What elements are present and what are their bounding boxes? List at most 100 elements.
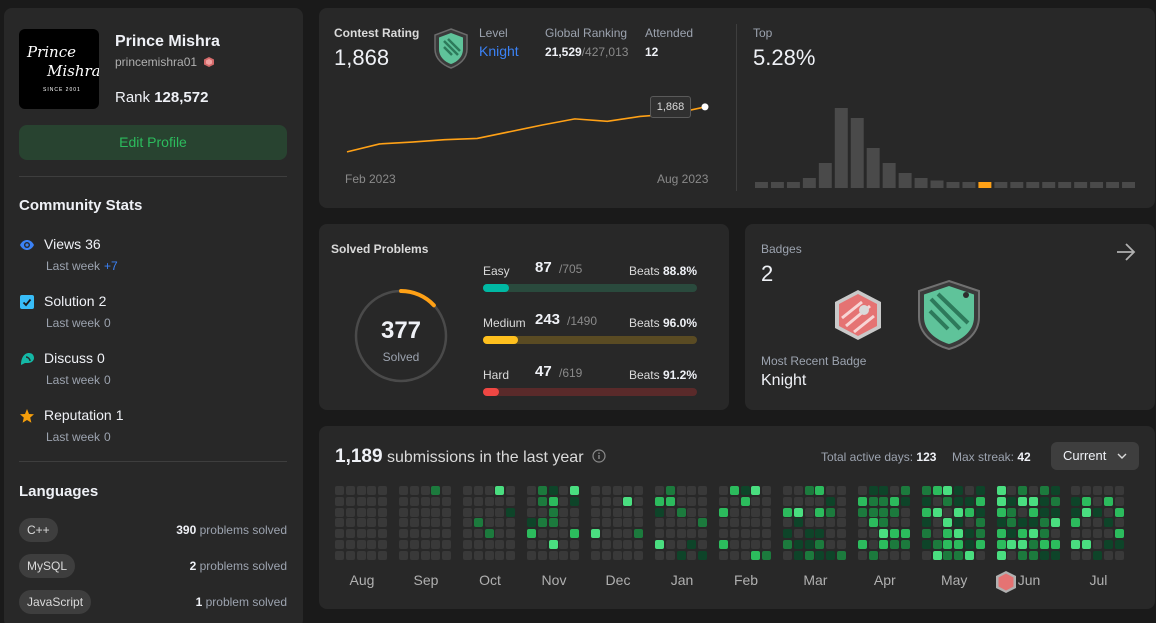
heatmap-cell[interactable] <box>431 540 441 549</box>
heatmap-cell[interactable] <box>804 529 814 539</box>
heatmap-cell[interactable] <box>1103 507 1113 517</box>
heatmap-cell[interactable] <box>665 540 675 549</box>
heatmap-cell[interactable] <box>719 496 728 506</box>
heatmap-cell[interactable] <box>815 529 825 539</box>
heatmap-cell[interactable] <box>921 518 931 528</box>
heatmap-cell[interactable] <box>431 507 441 517</box>
heatmap-cell[interactable] <box>1007 507 1017 517</box>
heatmap-cell[interactable] <box>601 518 611 528</box>
heatmap-cell[interactable] <box>623 507 633 517</box>
heatmap-cell[interactable] <box>356 507 366 517</box>
heatmap-cell[interactable] <box>975 550 985 560</box>
distribution-bar[interactable] <box>962 182 976 188</box>
heatmap-cell[interactable] <box>591 540 600 549</box>
heatmap-cell[interactable] <box>1018 529 1028 539</box>
heatmap-cell[interactable] <box>634 507 644 517</box>
heatmap-cell[interactable] <box>473 507 483 517</box>
heatmap-cell[interactable] <box>570 550 580 560</box>
heatmap-cell[interactable] <box>399 529 408 539</box>
heatmap-cell[interactable] <box>815 540 825 549</box>
heatmap-cell[interactable] <box>431 550 441 560</box>
distribution-bar[interactable] <box>1106 182 1120 188</box>
heatmap-cell[interactable] <box>943 518 953 528</box>
heatmap-cell[interactable] <box>857 496 867 506</box>
heatmap-cell[interactable] <box>1039 529 1049 539</box>
heatmap-cell[interactable] <box>420 540 430 549</box>
heatmap-cell[interactable] <box>1071 496 1081 506</box>
distribution-bar[interactable] <box>1010 182 1024 188</box>
distribution-bar[interactable] <box>802 178 816 188</box>
heatmap-cell[interactable] <box>751 486 761 495</box>
heatmap-cell[interactable] <box>719 518 728 528</box>
heatmap-cell[interactable] <box>868 507 878 517</box>
heatmap-cell[interactable] <box>676 518 686 528</box>
heatmap-cell[interactable] <box>783 486 792 495</box>
heatmap-cell[interactable] <box>783 540 792 549</box>
heatmap-cell[interactable] <box>601 540 611 549</box>
heatmap-cell[interactable] <box>570 529 580 539</box>
heatmap-cell[interactable] <box>537 540 547 549</box>
heatmap-cell[interactable] <box>975 540 985 549</box>
heatmap-cell[interactable] <box>826 496 836 506</box>
heatmap-cell[interactable] <box>751 540 761 549</box>
distribution-bar[interactable] <box>1090 182 1104 188</box>
heatmap-cell[interactable] <box>729 540 739 549</box>
heatmap-cell[interactable] <box>463 550 472 560</box>
heatmap-cell[interactable] <box>484 529 494 539</box>
heatmap-cell[interactable] <box>473 550 483 560</box>
heatmap-cell[interactable] <box>1082 540 1092 549</box>
heatmap-cell[interactable] <box>804 540 814 549</box>
heatmap-cell[interactable] <box>783 507 792 517</box>
heatmap-cell[interactable] <box>345 507 355 517</box>
heatmap-cell[interactable] <box>932 529 942 539</box>
heatmap-cell[interactable] <box>484 496 494 506</box>
heatmap-cell[interactable] <box>335 507 344 517</box>
heatmap-cell[interactable] <box>729 486 739 495</box>
heatmap-cell[interactable] <box>975 507 985 517</box>
heatmap-cell[interactable] <box>1114 496 1124 506</box>
heatmap-cell[interactable] <box>1029 540 1038 549</box>
heatmap-cell[interactable] <box>890 507 900 517</box>
heatmap-cell[interactable] <box>591 550 600 560</box>
heatmap-cell[interactable] <box>901 540 910 549</box>
distribution-bar[interactable] <box>898 173 912 188</box>
heatmap-cell[interactable] <box>655 518 664 528</box>
distribution-bar[interactable] <box>770 182 784 188</box>
heatmap-cell[interactable] <box>1039 540 1049 549</box>
heatmap-cell[interactable] <box>1093 529 1102 539</box>
heatmap-cell[interactable] <box>1050 496 1060 506</box>
heatmap-cell[interactable] <box>1018 518 1028 528</box>
heatmap-cell[interactable] <box>719 550 728 560</box>
heatmap-cell[interactable] <box>751 507 761 517</box>
heatmap-cell[interactable] <box>420 486 430 495</box>
heatmap-cell[interactable] <box>1018 550 1028 560</box>
heatmap-cell[interactable] <box>965 518 974 528</box>
heatmap-cell[interactable] <box>804 550 814 560</box>
heatmap-cell[interactable] <box>890 486 900 495</box>
heatmap-cell[interactable] <box>409 518 419 528</box>
heatmap-cell[interactable] <box>729 529 739 539</box>
heatmap-cell[interactable] <box>1071 540 1081 549</box>
heatmap-cell[interactable] <box>601 486 611 495</box>
heatmap-cell[interactable] <box>570 518 580 528</box>
heatmap-cell[interactable] <box>921 540 931 549</box>
heatmap-cell[interactable] <box>1039 507 1049 517</box>
heatmap-cell[interactable] <box>591 507 600 517</box>
heatmap-cell[interactable] <box>740 550 750 560</box>
heatmap-cell[interactable] <box>1082 507 1092 517</box>
heatmap-cell[interactable] <box>559 486 569 495</box>
heatmap-cell[interactable] <box>473 496 483 506</box>
heatmap-cell[interactable] <box>378 550 388 560</box>
heatmap-cell[interactable] <box>1082 529 1092 539</box>
heatmap-cell[interactable] <box>527 496 536 506</box>
heatmap-cell[interactable] <box>409 507 419 517</box>
heatmap-cell[interactable] <box>612 507 622 517</box>
heatmap-cell[interactable] <box>484 507 494 517</box>
heatmap-cell[interactable] <box>762 496 772 506</box>
heatmap-cell[interactable] <box>783 529 792 539</box>
heatmap-cell[interactable] <box>857 507 867 517</box>
heatmap-cell[interactable] <box>1029 529 1038 539</box>
heatmap-cell[interactable] <box>1007 540 1017 549</box>
heatmap-cell[interactable] <box>1018 486 1028 495</box>
heatmap-cell[interactable] <box>921 529 931 539</box>
